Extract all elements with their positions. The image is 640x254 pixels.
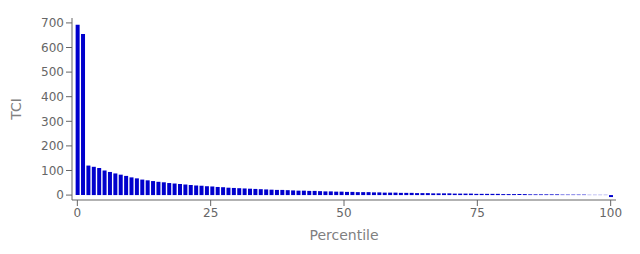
svg-text:TCI: TCI — [8, 98, 24, 121]
svg-text:100: 100 — [599, 206, 622, 220]
svg-text:50: 50 — [336, 206, 351, 220]
svg-text:200: 200 — [41, 139, 64, 153]
svg-text:400: 400 — [41, 90, 64, 104]
svg-text:300: 300 — [41, 115, 64, 129]
svg-text:25: 25 — [203, 206, 218, 220]
svg-text:500: 500 — [41, 65, 64, 79]
svg-text:600: 600 — [41, 41, 64, 55]
svg-text:700: 700 — [41, 16, 64, 30]
svg-text:Percentile: Percentile — [309, 227, 378, 243]
svg-text:0: 0 — [74, 206, 82, 220]
svg-text:100: 100 — [41, 164, 64, 178]
svg-text:0: 0 — [56, 188, 64, 202]
svg-text:75: 75 — [470, 206, 485, 220]
